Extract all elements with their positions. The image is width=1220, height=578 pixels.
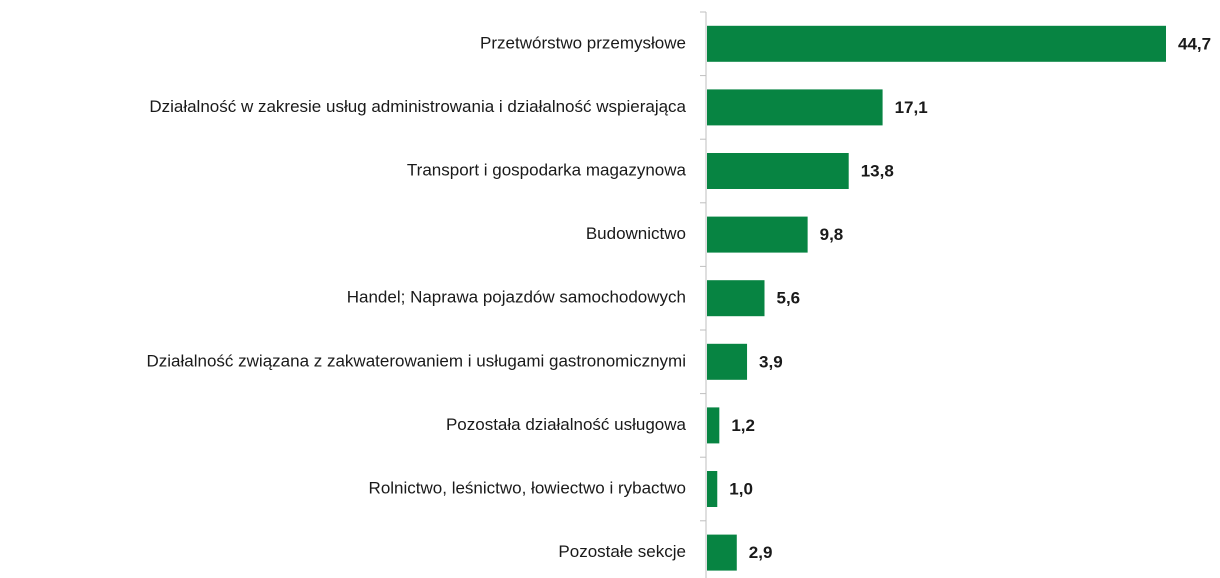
value-label: 17,1	[895, 98, 928, 117]
category-label: Przetwórstwo przemysłowe	[480, 33, 686, 52]
value-label: 3,9	[759, 352, 783, 371]
bar	[707, 471, 718, 507]
category-label: Handel; Naprawa pojazdów samochodowych	[347, 288, 686, 307]
bar	[707, 534, 737, 571]
bar	[707, 216, 808, 253]
bar	[707, 25, 1166, 62]
bar	[707, 89, 883, 126]
category-label: Działalność związana z zakwaterowaniem i…	[147, 351, 687, 370]
value-label: 1,2	[731, 416, 755, 435]
value-label: 1,0	[729, 479, 753, 498]
category-label: Rolnictwo, leśnictwo, łowiectwo i rybact…	[369, 478, 686, 497]
bar	[707, 153, 849, 189]
category-label: Budownictwo	[586, 224, 686, 243]
bar	[707, 280, 765, 317]
value-label: 5,6	[777, 289, 801, 308]
value-label: 2,9	[749, 543, 773, 562]
category-label: Działalność w zakresie usług administrow…	[149, 97, 686, 116]
bar	[707, 343, 748, 380]
value-label: 13,8	[861, 161, 894, 180]
bar	[707, 407, 720, 444]
value-label: 44,7	[1178, 34, 1211, 53]
category-label: Pozostałe sekcje	[558, 542, 686, 561]
category-label: Pozostała działalność usługowa	[446, 415, 687, 434]
value-label: 9,8	[820, 225, 844, 244]
category-label: Transport i gospodarka magazynowa	[407, 160, 687, 179]
